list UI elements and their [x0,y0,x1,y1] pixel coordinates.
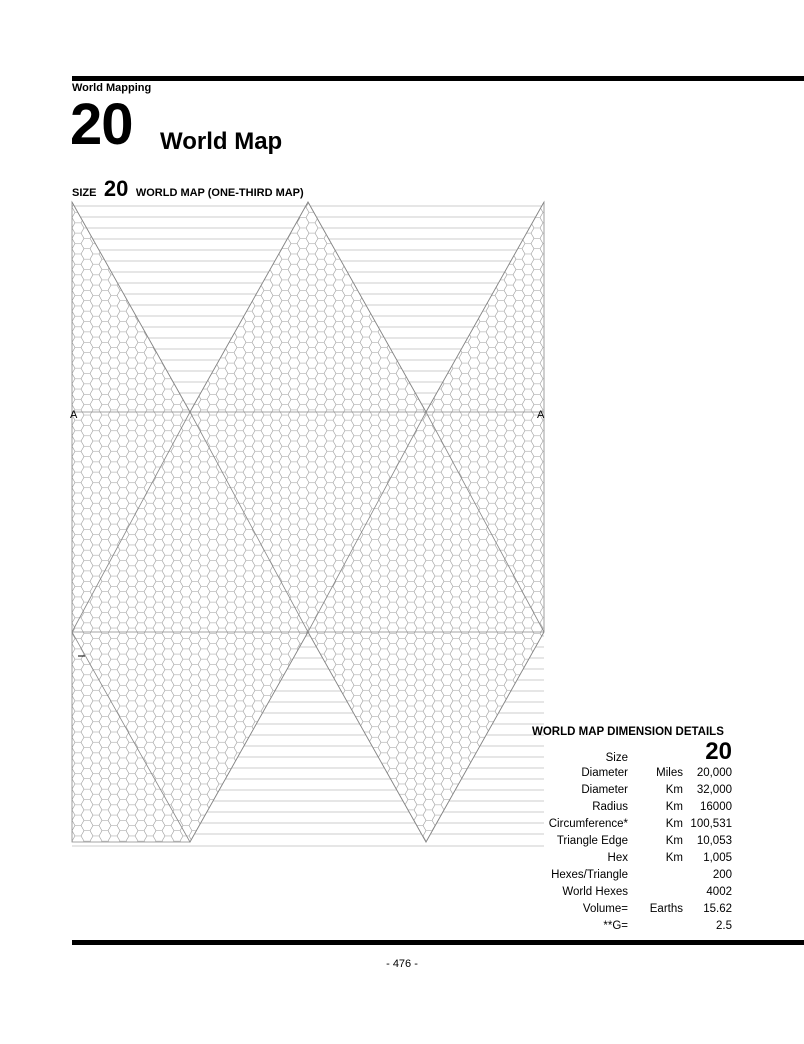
left-join-mark: A [70,409,78,421]
row-value: 4002 [706,885,732,898]
row-unit: Earths [649,902,683,915]
map-heading: SIZE 20 WORLD MAP (ONE-THIRD MAP) [72,176,304,202]
table-row: Diameter Miles 20,000 [532,764,732,781]
table-row: World Hexes 4002 [532,883,732,900]
row-value: 15.62 [703,902,732,915]
row-value: 200 [712,868,732,881]
map-heading-size: 20 [103,176,129,201]
bottom-rule [72,940,804,945]
row-label: Hexes/Triangle [551,868,628,881]
row-label: **G= [603,919,628,932]
row-unit [628,917,683,934]
icosahedral-map-grid: A A [70,200,545,847]
top-rule [72,76,804,81]
row-unit: Miles [656,766,683,779]
row-label: Diameter [581,766,628,779]
chapter-title: World Map [160,128,283,155]
row-label: World Hexes [562,885,628,898]
row-label: Volume= [582,902,628,915]
table-row: Circumference* Km 100,531 [532,815,732,832]
size-value: 20 [705,738,732,765]
row-label: Circumference* [548,817,628,830]
size-label: Size [605,752,628,764]
section-label: World Mapping [72,82,152,94]
row-value: 10,053 [696,834,732,847]
triangle-outlines [71,201,545,843]
map-heading-text: WORLD MAP (ONE-THIRD MAP) [135,187,304,199]
row-unit: Km [665,800,683,813]
row-label: Hex [607,851,628,864]
details-table: Size 20 Diameter Miles 20,000 Diameter K… [532,740,732,934]
table-row: Diameter Km 32,000 [532,781,732,798]
table-row: Radius Km 16000 [532,798,732,815]
row-unit [628,883,683,900]
table-row: Triangle Edge Km 10,053 [532,832,732,849]
row-value: 16000 [700,800,732,813]
table-row: **G= 2.5 [532,917,732,934]
row-value: 2.5 [716,919,732,932]
row-value: 32,000 [696,783,732,796]
right-join-mark: A [537,409,545,421]
table-row: Hexes/Triangle 200 [532,866,732,883]
chapter-number: 20 [70,92,134,157]
table-row: Volume= Earths 15.62 [532,900,732,917]
row-unit: Km [665,834,683,847]
row-label: Triangle Edge [556,834,628,847]
row-unit: Km [665,817,683,830]
details-title: WORLD MAP DIMENSION DETAILS [532,726,724,738]
row-value: 1,005 [703,851,732,864]
page-number: - 476 - [386,958,418,970]
row-value: 100,531 [690,817,732,830]
row-label: Diameter [581,783,628,796]
map-heading-prefix: SIZE [72,187,97,199]
row-label: Radius [592,800,628,813]
dimension-details: WORLD MAP DIMENSION DETAILS Size 20 Diam… [532,726,742,934]
row-unit [628,866,683,883]
row-value: 20,000 [696,766,732,779]
row-unit: Km [665,783,683,796]
row-unit: Km [665,851,683,864]
table-row: Hex Km 1,005 [532,849,732,866]
details-row-size: Size 20 [532,738,732,765]
